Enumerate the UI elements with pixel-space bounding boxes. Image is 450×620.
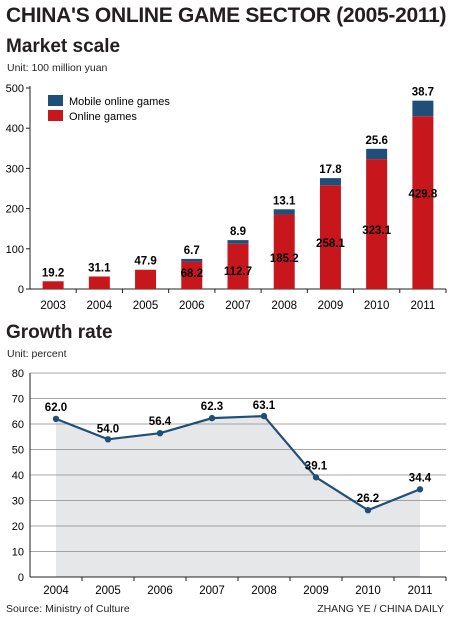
mobile-games-bar [181,258,203,262]
mobile-games-bar [366,148,388,160]
online-games-bar [319,185,341,289]
legend-mobile-label: Mobile online games [69,96,170,108]
y-tick-label: 20 [12,521,24,533]
x-tick-label: 2011 [408,585,433,597]
online-games-bar [227,243,249,289]
x-tick-label: 2005 [133,300,159,312]
online-games-bar [42,281,64,289]
y-tick-label: 0 [18,572,24,584]
legend-online-label: Online games [69,111,137,123]
x-tick-label: 2007 [199,585,225,597]
y-tick-label: 100 [6,244,24,256]
online-value-label: 47.9 [134,256,156,268]
y-tick-label: 0 [18,284,24,296]
growth-line [55,414,421,512]
mobile-games-bar [227,240,249,244]
online-games-bar [412,116,434,289]
x-tick-label: 2008 [251,585,277,597]
online-games-bar [273,214,295,289]
mobile-value-label: 13.1 [273,195,296,207]
y-tick-label: 40 [12,470,24,482]
x-tick-label: 2006 [179,300,205,312]
legend-mobile-swatch [48,95,63,106]
growth-point [364,506,372,514]
y-tick-label: 30 [12,496,24,508]
growth-value-label: 54.0 [97,423,119,435]
online-value-label: 258.1 [316,238,345,250]
x-tick-label: 2004 [43,585,69,597]
y-tick-label: 60 [12,419,24,431]
online-games-bar [135,269,157,289]
mobile-value-label: 8.9 [230,226,246,238]
growth-value-label: 39.1 [305,460,328,472]
online-value-label: 185.2 [270,253,299,265]
mobile-value-label: 25.6 [365,135,387,147]
x-tick-label: 2009 [318,300,344,312]
legend-online-swatch [48,110,63,121]
online-value-label: 112.7 [224,266,252,278]
mobile-games-bar [412,100,434,117]
mobile-games-bar [273,209,295,215]
x-tick-label: 2011 [411,300,436,312]
online-games-bar [181,261,203,289]
x-tick-label: 2009 [303,585,329,597]
y-tick-label: 50 [12,445,24,457]
growth-value-label: 26.2 [357,493,379,505]
growth-area-fill [56,416,420,577]
online-games-bar [366,159,388,289]
growth-point [104,436,112,443]
y-tick-label: 80 [12,368,24,380]
growth-value-label: 62.3 [201,401,223,413]
growth-value-label: 63.1 [253,400,276,412]
market-scale-title: Market scale [6,36,121,57]
online-value-label: 19.2 [42,267,64,279]
growth-value-label: 62.0 [45,402,67,414]
growth-value-label: 34.4 [409,472,432,484]
mobile-games-bar [319,178,341,186]
x-tick-label: 2004 [87,300,113,312]
x-tick-label: 2010 [355,585,381,597]
growth-point [52,415,60,423]
market-scale-bar-chart: 0 100 200 300 400 500 19.2 2003 31.1 2004 47.9 2005… [6,83,447,312]
online-value-label: 429.8 [408,188,437,200]
x-tick-label: 2003 [40,300,66,312]
online-games-bar [88,276,110,289]
x-tick-label: 2008 [271,300,297,312]
credit-line: ZHANG YE / CHINA DAILY [317,603,444,615]
x-tick-label: 2005 [95,585,121,597]
mobile-value-label: 17.8 [319,164,342,176]
y-tick-label: 300 [6,163,24,175]
x-tick-label: 2006 [147,585,173,597]
page-title: CHINA'S ONLINE GAME SECTOR (2005-2011) [6,4,447,27]
growth-value-label: 56.4 [149,416,172,428]
growth-rate-title: Growth rate [6,322,113,343]
y-tick-label: 400 [6,123,24,135]
x-tick-label: 2010 [364,300,390,312]
y-tick-label: 500 [6,83,24,95]
growth-point [156,429,164,437]
growth-point [208,414,216,422]
y-tick-label: 200 [6,204,24,216]
growth-point [416,486,424,493]
online-value-label: 31.1 [88,262,111,274]
y-tick-label: 70 [12,394,24,406]
growth-point [312,474,320,481]
growth-point [260,412,268,420]
online-value-label: 323.1 [362,225,391,237]
market-scale-unit: Unit: 100 million yuan [7,62,108,74]
source-note: Source: Ministry of Culture [6,603,130,615]
x-tick-label: 2007 [225,300,251,312]
mobile-value-label: 38.7 [412,87,434,99]
online-value-label: 68.2 [181,268,203,280]
y-tick-label: 10 [12,547,24,559]
growth-rate-unit: Unit: percent [7,348,67,360]
mobile-value-label: 6.7 [184,245,200,257]
